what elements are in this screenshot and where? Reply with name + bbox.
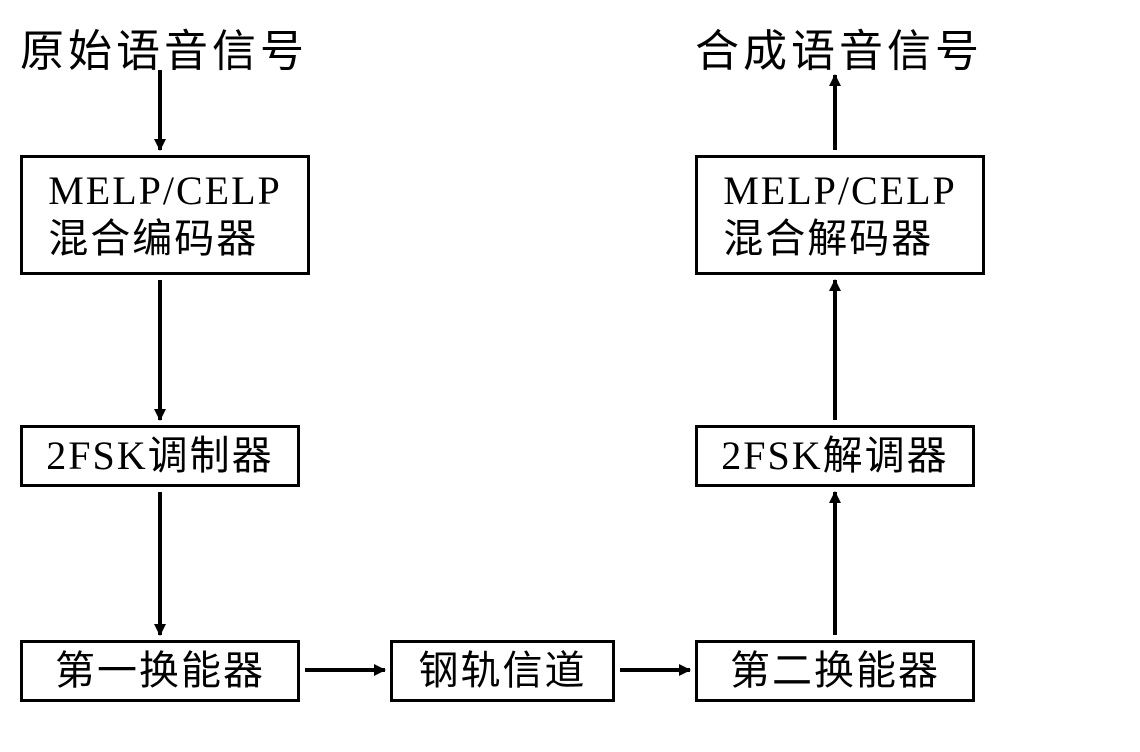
arrows-layer	[0, 0, 1140, 752]
